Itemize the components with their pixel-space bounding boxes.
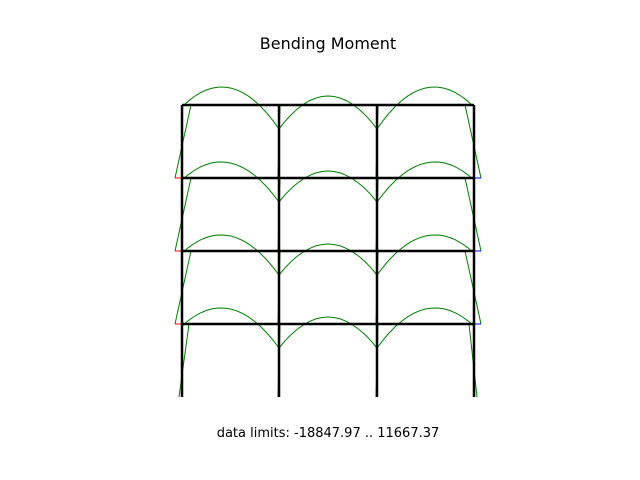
beam-moment-curve (181, 307, 280, 349)
beam-moment-curve (376, 161, 475, 203)
beam-moment-curve (181, 234, 280, 276)
beam-moment-curve (278, 95, 378, 130)
frame-members (180, 103, 476, 397)
diagram-title: Bending Moment (260, 34, 396, 53)
column-moment-line (178, 323, 190, 398)
beam-moment-curve (278, 243, 378, 276)
beam-moment-curve (376, 307, 475, 349)
data-limits-label: data limits: -18847.97 .. 11667.37 (217, 426, 440, 441)
moment-curves (174, 86, 482, 398)
beam-moment-curve (181, 161, 280, 203)
beam-moment-curve (278, 170, 378, 203)
beam-moment-curve (278, 316, 378, 349)
beam-moment-curve (181, 86, 280, 130)
beam-moment-curve (376, 86, 475, 130)
beam-moment-curve (376, 234, 475, 276)
